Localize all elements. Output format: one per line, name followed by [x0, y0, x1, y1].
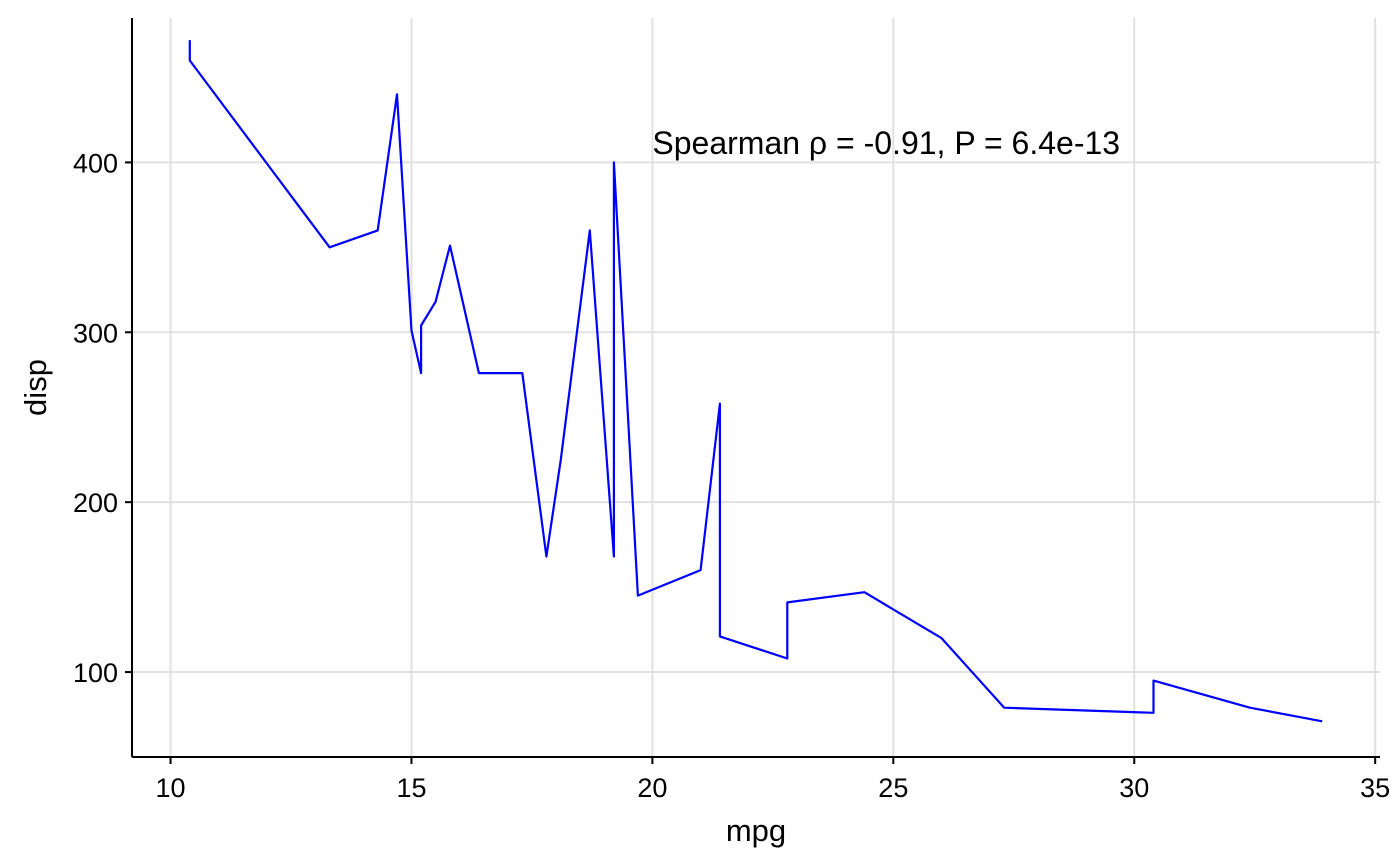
axes — [131, 18, 1380, 758]
x-tick-label: 25 — [878, 773, 908, 803]
series-line — [188, 40, 1323, 723]
y-tick-label: 200 — [73, 488, 118, 518]
y-tick-label: 100 — [73, 658, 118, 688]
x-tick-label: 10 — [156, 773, 186, 803]
y-tick-label: 400 — [73, 148, 118, 178]
grid-lines — [132, 18, 1380, 757]
series-layer — [188, 40, 1323, 723]
correlation-annotation: Spearman ρ = -0.91, P = 6.4e-13 — [652, 125, 1120, 161]
x-tick-label: 30 — [1119, 773, 1149, 803]
ticks: 10 15 20 25 30 35 100 200 300 400 — [73, 148, 1390, 803]
x-tick-label: 35 — [1360, 773, 1390, 803]
y-axis-title: disp — [18, 359, 53, 416]
x-tick-label: 20 — [637, 773, 667, 803]
x-tick-label: 15 — [396, 773, 426, 803]
y-tick-label: 300 — [73, 318, 118, 348]
x-axis-title: mpg — [726, 813, 786, 848]
